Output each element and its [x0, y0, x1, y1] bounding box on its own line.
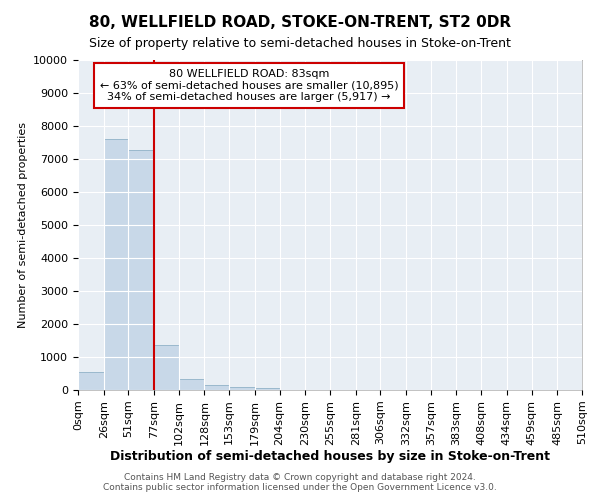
- Bar: [205, 386, 229, 390]
- Text: 80, WELLFIELD ROAD, STOKE-ON-TRENT, ST2 0DR: 80, WELLFIELD ROAD, STOKE-ON-TRENT, ST2 …: [89, 15, 511, 30]
- Bar: [128, 150, 154, 390]
- Bar: [78, 372, 104, 390]
- Bar: [104, 138, 128, 390]
- Text: Contains HM Land Registry data © Crown copyright and database right 2024.
Contai: Contains HM Land Registry data © Crown c…: [103, 473, 497, 492]
- Bar: [154, 346, 179, 390]
- X-axis label: Distribution of semi-detached houses by size in Stoke-on-Trent: Distribution of semi-detached houses by …: [110, 450, 550, 464]
- Y-axis label: Number of semi-detached properties: Number of semi-detached properties: [18, 122, 28, 328]
- Bar: [179, 380, 205, 390]
- Bar: [255, 388, 280, 390]
- Text: Size of property relative to semi-detached houses in Stoke-on-Trent: Size of property relative to semi-detach…: [89, 38, 511, 51]
- Text: 80 WELLFIELD ROAD: 83sqm
← 63% of semi-detached houses are smaller (10,895)
34% : 80 WELLFIELD ROAD: 83sqm ← 63% of semi-d…: [100, 69, 398, 102]
- Bar: [229, 386, 255, 390]
